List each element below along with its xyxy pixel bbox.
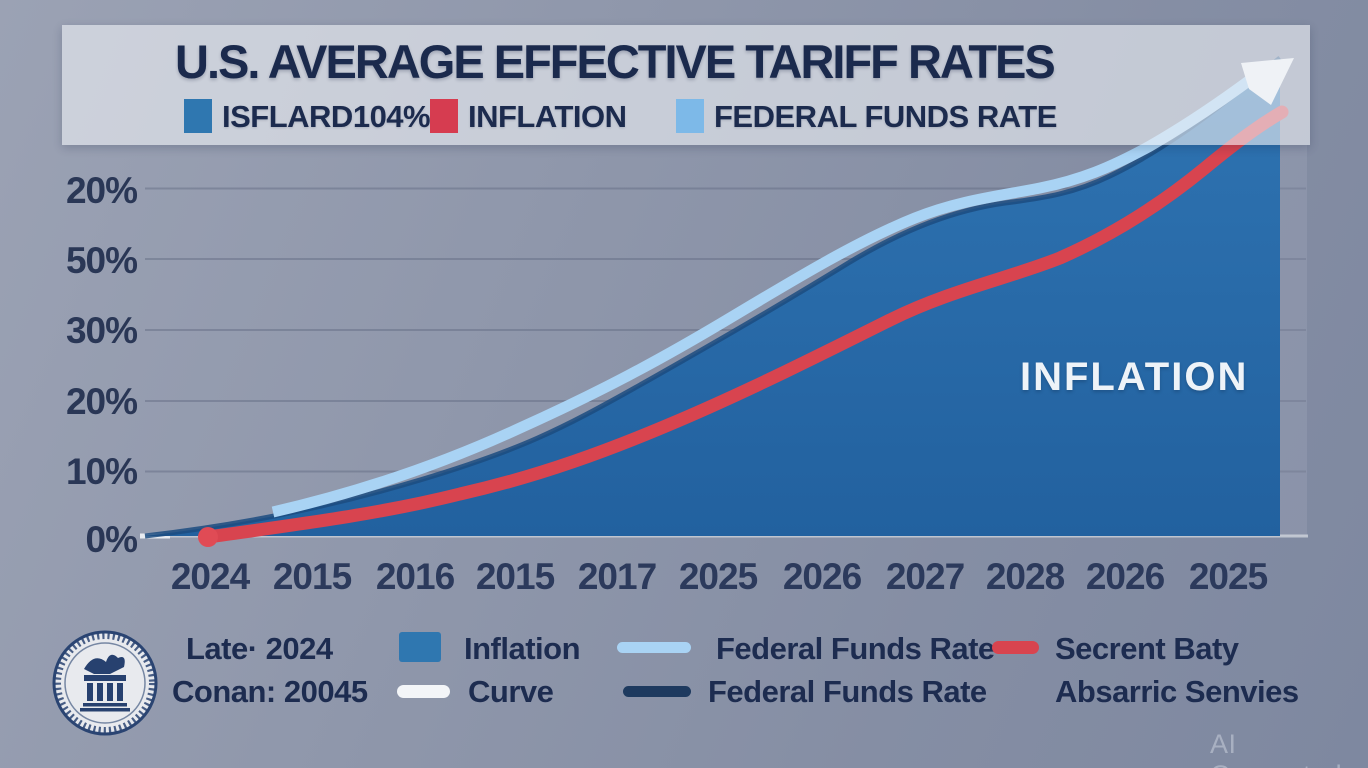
x-tick-5: 2025 [678,556,758,597]
page-title: U.S. AVERAGE EFFECTIVE TARIFF RATES [175,35,1056,88]
x-tick-3: 2015 [475,556,555,597]
y-tick-5: 0% [85,519,138,560]
legend-label-3: FEDERAL FUNDS RATE [714,99,1057,134]
legend-label-2: INFLATION [468,99,627,134]
y-tick-4: 10% [65,451,138,492]
x-tick-8: 2028 [985,556,1065,597]
x-tick-2: 2016 [375,556,455,597]
plot-right-margin [1280,145,1307,536]
light-blue-trend-line [271,69,1262,518]
x-tick-9: 2026 [1085,556,1165,597]
footer-label-ffr-1: Federal Funds Rate [716,631,995,666]
red-start-dot [198,527,218,547]
footer-label-inflation: Inflation [464,631,581,666]
footer-source-line-2: Conan: 20045 [172,674,368,709]
footer-swatch-blue-square [399,632,441,662]
y-tick-2: 30% [65,310,138,351]
footer-swatch-navy-line [623,686,691,697]
footer-swatch-lightblue-line [617,642,691,653]
legend-swatch-red [430,99,458,133]
area-label-inflation: INFLATION [1020,355,1249,399]
footer-label-absarric-senvies: Absarric Senvies [1055,674,1299,709]
federal-reserve-seal-icon [52,630,158,736]
ai-generated-watermark: AI Generated [1210,729,1342,768]
legend-swatch-blue [184,99,212,133]
x-tick-1: 2015 [272,556,352,597]
footer-label-secrent-baty: Secrent Baty [1055,631,1239,666]
y-tick-1: 50% [65,240,138,281]
x-tick-10: 2025 [1188,556,1268,597]
x-tick-7: 2027 [885,556,965,597]
legend-label-1: ISFLARD104% [222,99,431,134]
x-tick-0: 2024 [170,556,250,597]
footer-label-curve: Curve [468,674,554,709]
inflation-area [145,58,1280,536]
footer-swatch-white-line [397,685,450,698]
footer-label-ffr-2: Federal Funds Rate [708,674,987,709]
area-edge-rim [144,56,1282,539]
x-tick-4: 2017 [577,556,657,597]
y-tick-3: 20% [65,381,138,422]
legend-swatch-lightblue [676,99,704,133]
footer-swatch-red-line [992,641,1039,654]
y-tick-0: 20% [65,170,138,211]
red-trend-line [201,105,1289,544]
footer-source-line-1: Late· 2024 [186,631,333,666]
x-tick-6: 2026 [782,556,862,597]
